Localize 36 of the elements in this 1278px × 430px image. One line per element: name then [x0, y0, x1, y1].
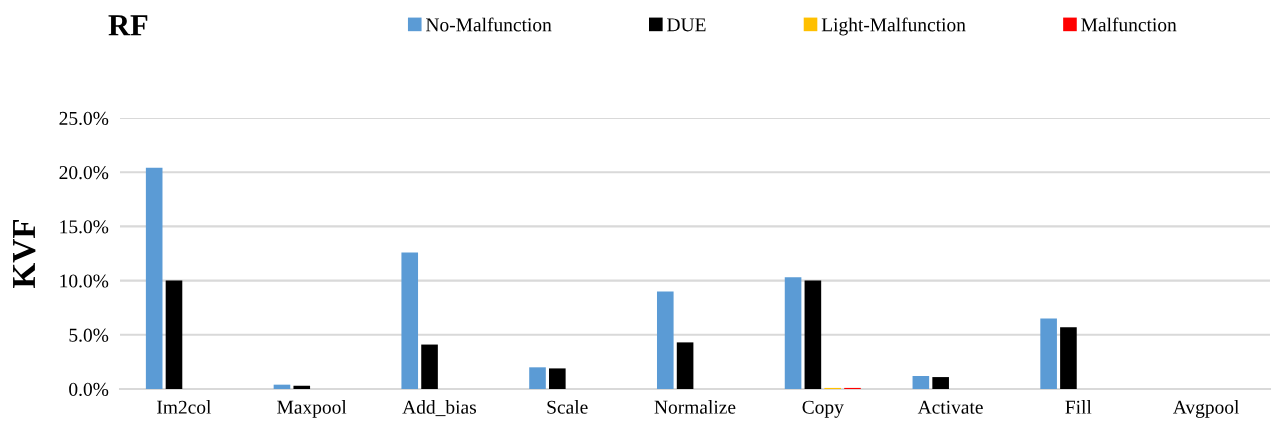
- y-tick-label: 15.0%: [60, 220, 109, 234]
- bar: [804, 280, 822, 389]
- y-tick-label: 25.0%: [59, 111, 109, 126]
- bar: [401, 252, 419, 389]
- x-tick-label: Im2col: [157, 400, 212, 414]
- bar: [293, 385, 311, 389]
- x-tick-label: Add_bias: [402, 400, 476, 417]
- y-tick-label: 10.0%: [60, 274, 109, 288]
- y-axis-title: KVF: [13, 219, 36, 289]
- bar: [1040, 318, 1057, 389]
- bar: [529, 367, 546, 389]
- bar: [932, 377, 949, 389]
- y-tick-label: 20.0%: [59, 166, 109, 180]
- legend-label: Malfunction: [1081, 17, 1177, 32]
- bar: [676, 342, 694, 389]
- x-tick-label: Avgpool: [1172, 400, 1240, 418]
- x-tick-label: Copy: [802, 400, 844, 418]
- legend-label: No-Malfunction: [426, 17, 552, 32]
- x-tick-label: Maxpool: [277, 400, 347, 418]
- legend-label: Light-Malfunction: [821, 17, 966, 36]
- legend-label: DUE: [667, 18, 706, 32]
- x-tick-label: Scale: [547, 400, 588, 414]
- x-tick-label: Fill: [1065, 400, 1092, 414]
- bar: [1060, 327, 1077, 389]
- bar: [421, 344, 438, 389]
- y-tick-label: 0.0%: [69, 382, 109, 397]
- bar: [912, 375, 930, 389]
- chart-title: RF: [108, 15, 148, 36]
- y-tick-label: 5.0%: [69, 328, 109, 342]
- bar: [165, 280, 183, 389]
- bar: [656, 291, 674, 389]
- bar: [784, 277, 802, 389]
- bar: [549, 368, 566, 389]
- x-tick-label: Activate: [917, 400, 983, 414]
- bar: [145, 167, 163, 389]
- x-tick-label: Normalize: [654, 400, 736, 414]
